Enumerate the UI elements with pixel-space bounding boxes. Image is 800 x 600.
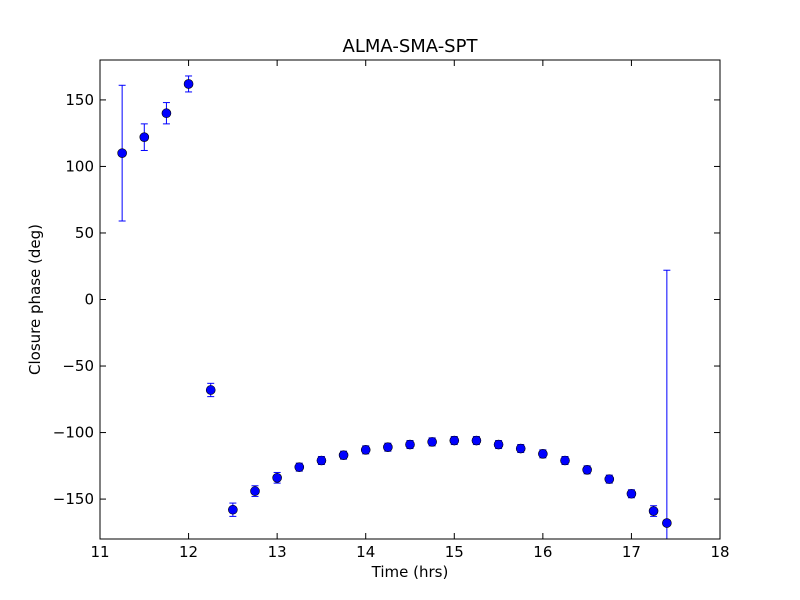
y-tick-label: 100: [65, 157, 94, 175]
data-point: [161, 108, 172, 119]
x-tick-label: 18: [710, 543, 729, 561]
data-point: [493, 439, 504, 450]
data-point: [228, 504, 238, 515]
data-point: [604, 474, 615, 484]
x-tick-label: 17: [622, 543, 641, 561]
data-point: [360, 445, 371, 455]
y-tick-label: 0: [84, 291, 94, 309]
data-point: [294, 462, 305, 472]
data-point: [582, 465, 592, 475]
x-axis-label: Time (hrs): [371, 563, 449, 581]
data-point: [449, 435, 460, 446]
x-tick-label: 11: [90, 543, 109, 561]
data-point: [626, 488, 637, 499]
x-tick-label: 14: [356, 543, 375, 561]
data-point: [117, 148, 127, 158]
x-tick-label: 12: [179, 543, 198, 561]
y-tick-label: −100: [53, 424, 94, 442]
data-point: [662, 518, 672, 528]
data-point: [515, 443, 526, 454]
data-point: [272, 472, 282, 483]
marker-layer: [117, 79, 672, 528]
data-point: [139, 132, 150, 142]
y-axis-ticks: −150 −100 −50 0 50 100 150: [53, 91, 720, 508]
y-tick-label: 50: [75, 224, 94, 242]
data-point: [205, 385, 216, 395]
y-tick-label: 150: [65, 91, 94, 109]
y-tick-label: −150: [53, 490, 94, 508]
data-point: [383, 442, 393, 452]
y-tick-label: −50: [62, 357, 94, 375]
chart-title: ALMA-SMA-SPT: [343, 36, 479, 57]
data-point: [338, 450, 349, 460]
data-point: [471, 435, 482, 446]
data-point: [250, 486, 260, 496]
errorbar: [663, 269, 671, 539]
data-point: [183, 79, 194, 89]
data-point: [316, 455, 327, 466]
x-tick-label: 13: [268, 543, 287, 561]
data-point: [648, 506, 659, 516]
y-axis-label: Closure phase (deg): [26, 224, 44, 375]
data-point: [427, 437, 437, 447]
data-point: [560, 455, 570, 466]
data-point: [405, 439, 415, 450]
x-axis-ticks: 11 12 13 14 15 16 17 18: [90, 60, 730, 561]
data-point: [538, 449, 548, 459]
x-tick-label: 16: [533, 543, 552, 561]
x-tick-label: 15: [445, 543, 464, 561]
